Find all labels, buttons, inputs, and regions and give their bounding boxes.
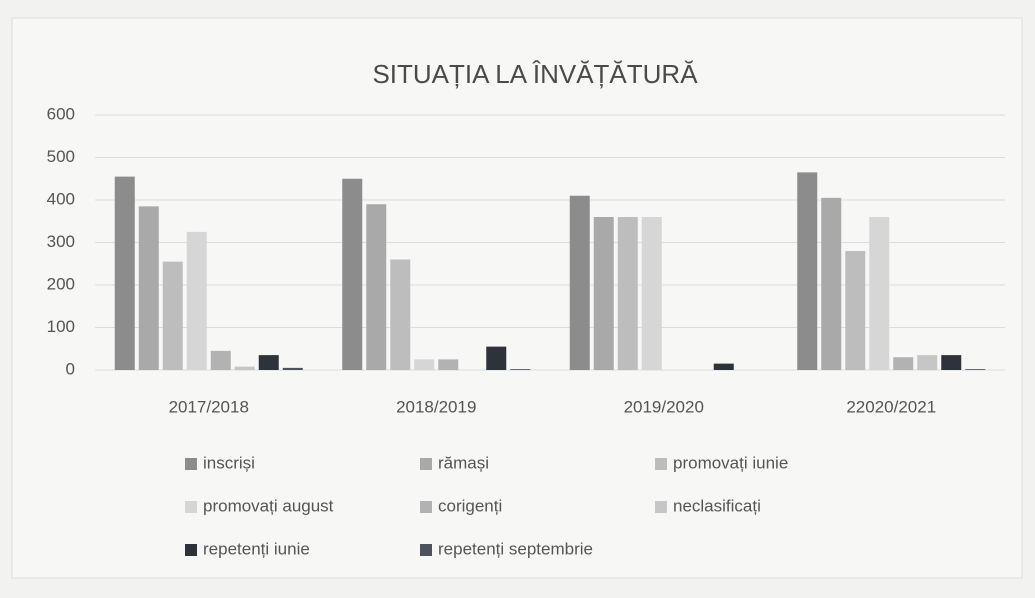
legend-label: neclasificați	[673, 496, 761, 515]
y-tick-label: 500	[47, 147, 75, 166]
y-tick-label: 100	[47, 317, 75, 336]
bar	[414, 359, 435, 370]
bar	[186, 231, 207, 370]
bar	[162, 261, 183, 370]
bar	[797, 172, 818, 370]
y-tick-label: 300	[47, 232, 75, 251]
bar	[845, 251, 866, 370]
bar	[438, 359, 459, 370]
bar	[965, 369, 986, 370]
bar	[593, 217, 614, 370]
x-tick-label: 2018/2019	[396, 397, 476, 416]
legend-label: rămași	[438, 453, 489, 472]
bar	[510, 369, 531, 370]
legend-label: promovați august	[203, 496, 334, 515]
bar	[821, 197, 842, 370]
legend-swatch	[185, 544, 197, 556]
bar	[210, 350, 231, 370]
legend-swatch	[420, 544, 432, 556]
bar	[282, 367, 303, 370]
y-tick-label: 0	[66, 359, 75, 378]
bar	[138, 206, 159, 370]
legend-swatch	[185, 458, 197, 470]
bar	[893, 357, 914, 370]
bar	[941, 355, 962, 370]
y-tick-label: 600	[47, 104, 75, 123]
x-tick-label: 22020/2021	[846, 397, 936, 416]
legend-label: repetenți septembrie	[438, 539, 593, 558]
legend-label: corigenți	[438, 496, 502, 515]
bar	[569, 195, 590, 370]
legend-swatch	[185, 501, 197, 513]
y-tick-label: 400	[47, 189, 75, 208]
bar	[869, 217, 890, 370]
bar	[342, 178, 363, 370]
y-tick-label: 200	[47, 274, 75, 293]
bar	[258, 355, 279, 370]
legend-swatch	[420, 501, 432, 513]
bar	[366, 204, 387, 370]
legend-swatch	[655, 501, 667, 513]
bar	[390, 259, 411, 370]
x-tick-label: 2017/2018	[169, 397, 249, 416]
bar	[486, 346, 507, 370]
legend-label: inscriși	[203, 453, 255, 472]
x-tick-label: 2019/2020	[624, 397, 704, 416]
bar	[713, 363, 734, 370]
bar	[917, 355, 938, 370]
bar	[114, 176, 135, 370]
bar	[617, 217, 638, 370]
bar	[234, 366, 255, 370]
legend-label: promovați iunie	[673, 453, 788, 472]
bar	[641, 217, 662, 370]
legend-label: repetenți iunie	[203, 539, 310, 558]
legend-swatch	[420, 458, 432, 470]
chart-title: SITUAȚIA LA ÎNVĂȚĂTURĂ	[372, 59, 698, 89]
legend-swatch	[655, 458, 667, 470]
